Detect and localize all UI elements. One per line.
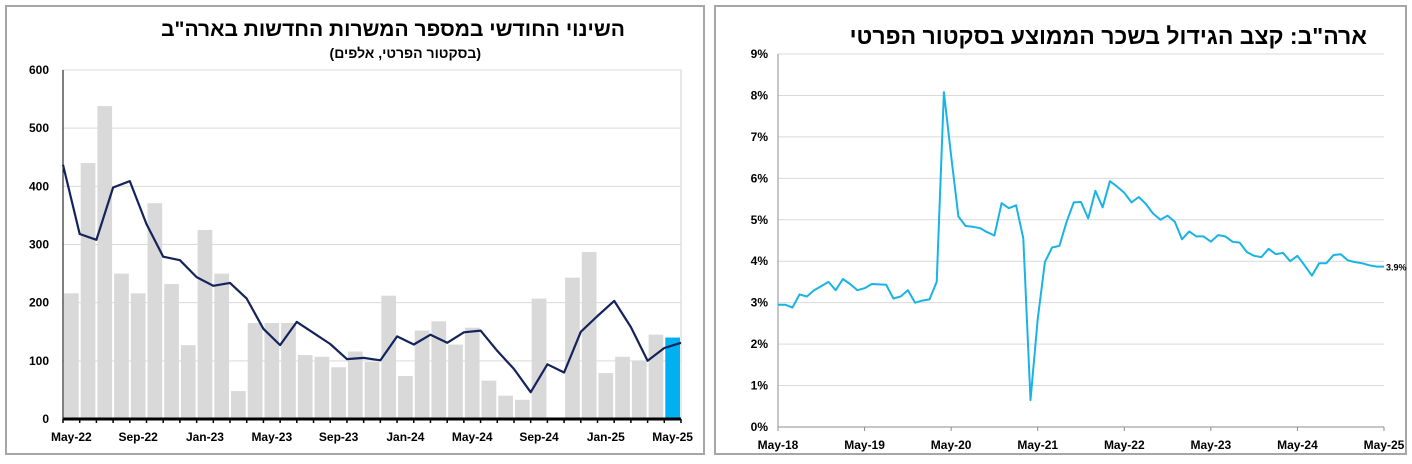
bar (147, 203, 163, 419)
x-tick-label: May-18 (758, 438, 799, 452)
y-tick-label: 400 (29, 179, 49, 193)
left-chart-subtitle: (בסקטור הפרטי, אלפים) (329, 45, 481, 61)
bar (264, 323, 280, 419)
y-tick-label: 8% (751, 88, 769, 102)
bar (565, 277, 580, 419)
y-tick-label: 0% (751, 420, 769, 434)
bar (231, 391, 246, 419)
bar (364, 361, 380, 419)
bar (97, 106, 113, 420)
bar (214, 273, 230, 419)
x-tick-label: Sep-22 (118, 430, 158, 444)
left-chart-title: השינוי החודשי במספר המשרות החדשות בארה"ב (161, 18, 625, 41)
bar (531, 298, 547, 419)
x-tick-label: May-20 (931, 438, 972, 452)
right-chart-title: ארה"ב: קצב הגידול בשכר הממוצע בסקטור הפר… (849, 23, 1367, 49)
y-tick-label: 0 (42, 412, 49, 426)
bar (281, 323, 296, 419)
x-tick-label: May-22 (51, 430, 92, 444)
y-tick-label: 3% (751, 296, 769, 310)
x-tick-label: May-23 (251, 430, 292, 444)
left-chart-panel: השינוי החודשי במספר המשרות החדשות בארה"ב… (5, 5, 705, 455)
x-tick-label: Jan-25 (587, 430, 625, 444)
x-tick-label: May-24 (1277, 438, 1318, 452)
bar (414, 330, 430, 419)
y-tick-label: 4% (751, 254, 769, 268)
bar (581, 252, 597, 419)
series-line (61, 164, 682, 394)
bar (398, 375, 413, 419)
bar (615, 356, 630, 419)
bar (431, 321, 447, 419)
y-tick-label: 500 (29, 121, 49, 135)
bar (164, 284, 179, 419)
bar (130, 293, 146, 419)
bar (331, 367, 346, 419)
x-tick-label: Jan-24 (386, 430, 424, 444)
y-tick-label: 5% (751, 213, 769, 227)
y-tick-label: 2% (751, 337, 769, 351)
end-value-label: 3.9% (1386, 263, 1407, 273)
bar (297, 355, 313, 419)
bar (114, 273, 129, 419)
x-tick-label: May-25 (652, 430, 693, 444)
bar (448, 344, 463, 419)
x-tick-label: Sep-23 (319, 430, 359, 444)
y-tick-label: 1% (751, 379, 769, 393)
y-tick-label: 6% (751, 171, 769, 185)
series-line (778, 91, 1384, 402)
bar (498, 395, 513, 419)
y-tick-label: 600 (29, 63, 49, 77)
y-tick-label: 200 (29, 296, 49, 310)
bar (481, 380, 497, 419)
x-tick-label: May-25 (1364, 438, 1405, 452)
x-tick-label: Sep-24 (519, 430, 559, 444)
x-tick-label: May-19 (844, 438, 885, 452)
x-tick-label: May-22 (1104, 438, 1145, 452)
left-chart-svg: 0 100 200 300 400 500 600 May-22 Sep-22 Jan-23 May… (29, 63, 693, 444)
bar (347, 351, 363, 419)
x-tick-label: May-24 (452, 430, 493, 444)
bar (197, 229, 213, 419)
bar (381, 295, 397, 419)
right-chart-svg: 0% 1% 2% 3% 4% 5% 6% 7% 8% 9% May-18 May-19 May-20 Ma… (751, 47, 1407, 452)
y-tick-label: 100 (29, 354, 49, 368)
bar (80, 163, 96, 419)
y-tick-label: 300 (29, 238, 49, 252)
bar (514, 399, 530, 419)
bar (64, 293, 79, 419)
bar-highlight (665, 337, 680, 419)
x-tick-label: May-23 (1191, 438, 1232, 452)
x-tick-label: May-21 (1017, 438, 1058, 452)
bar (631, 360, 647, 419)
bar (464, 327, 480, 419)
bar (648, 334, 664, 419)
x-tick-label: Jan-23 (186, 430, 224, 444)
y-tick-label: 9% (751, 47, 769, 61)
y-tick-label: 7% (751, 130, 769, 144)
bar (314, 356, 330, 419)
bar (247, 323, 263, 419)
bar (598, 373, 614, 419)
bar (180, 345, 196, 419)
right-chart-panel: ארה"ב: קצב הגידול בשכר הממוצע בסקטור הפר… (714, 5, 1407, 455)
